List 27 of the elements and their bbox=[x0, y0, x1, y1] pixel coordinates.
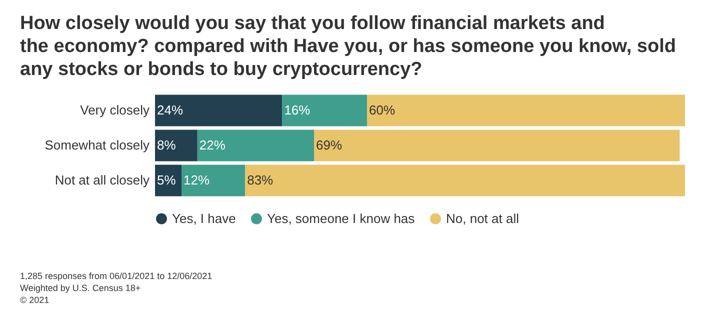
bar bbox=[155, 130, 198, 162]
data-label: 22% bbox=[199, 138, 226, 152]
bar bbox=[367, 94, 685, 126]
bar bbox=[245, 164, 685, 196]
y-tick-label: Not at all closely bbox=[54, 172, 150, 188]
data-label: 8% bbox=[157, 138, 176, 152]
legend-label: No, not at all bbox=[446, 210, 520, 226]
data-label: 24% bbox=[157, 102, 184, 118]
bar bbox=[182, 164, 246, 196]
bar bbox=[314, 130, 680, 162]
text: Weighted by U.S. Census 18+ bbox=[20, 282, 142, 294]
bar bbox=[197, 130, 314, 162]
y-tick-label: Somewhat closely bbox=[44, 138, 150, 152]
legend-label: Yes, someone I know has bbox=[267, 210, 416, 226]
text: © 2021 bbox=[20, 294, 50, 306]
data-label: 12% bbox=[184, 172, 210, 188]
data-label: 69% bbox=[316, 138, 342, 152]
data-label: 5% bbox=[157, 172, 176, 188]
data-label: 60% bbox=[369, 102, 396, 118]
y-tick-label: Very closely bbox=[80, 102, 150, 118]
bar bbox=[155, 94, 282, 126]
bar bbox=[282, 94, 367, 126]
chart-title: How closely would you say that you follow financial markets and the economy? compared with Have you, or has someone you know, sold any stocks or bonds to buy cryptocurrency? bbox=[20, 13, 676, 80]
data-label: 16% bbox=[284, 102, 311, 118]
data-label: 83% bbox=[247, 172, 274, 188]
legend-label: Yes, I have bbox=[172, 210, 236, 226]
text: 1,285 responses from 06/01/2021 to 12/06/2021 bbox=[20, 270, 212, 282]
